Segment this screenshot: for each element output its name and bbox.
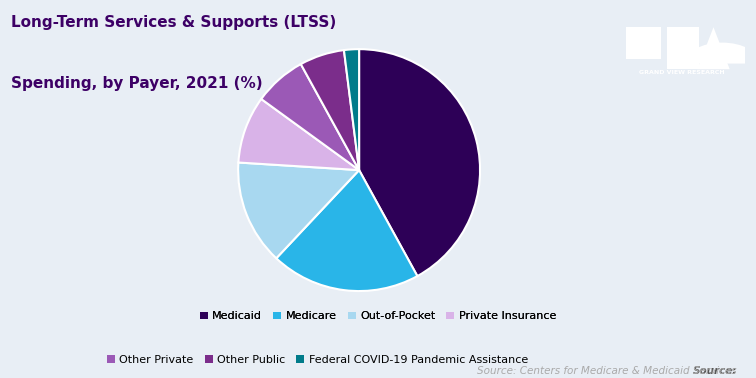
Wedge shape — [276, 170, 417, 291]
Wedge shape — [344, 49, 359, 170]
Bar — [668, 27, 699, 69]
Wedge shape — [359, 49, 480, 276]
Wedge shape — [238, 163, 359, 258]
Text: GRAND VIEW RESEARCH: GRAND VIEW RESEARCH — [640, 70, 725, 75]
Wedge shape — [262, 64, 359, 170]
Wedge shape — [238, 99, 359, 170]
Legend: Other Private, Other Public, Federal COVID-19 Pandemic Assistance: Other Private, Other Public, Federal COV… — [107, 355, 528, 365]
Legend: Medicaid, Medicare, Out-of-Pocket, Private Insurance: Medicaid, Medicare, Out-of-Pocket, Priva… — [200, 311, 556, 321]
Text: Spending, by Payer, 2021 (%): Spending, by Payer, 2021 (%) — [11, 76, 263, 91]
Wedge shape — [685, 43, 756, 64]
Text: Source: Centers for Medicare & Medicaid Services: Source: Centers for Medicare & Medicaid … — [478, 366, 737, 376]
Polygon shape — [697, 27, 730, 69]
Wedge shape — [301, 50, 359, 170]
Text: Long-Term Services & Supports (LTSS): Long-Term Services & Supports (LTSS) — [11, 15, 336, 30]
Text: Source:: Source: — [692, 366, 737, 376]
Bar — [626, 27, 661, 59]
